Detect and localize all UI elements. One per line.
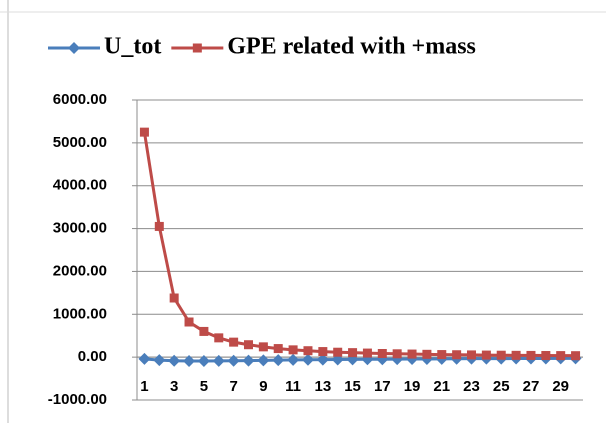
marker xyxy=(138,352,151,365)
marker xyxy=(437,350,447,360)
x-tick-label: 21 xyxy=(433,378,450,395)
marker xyxy=(496,350,506,360)
x-tick-label: 1 xyxy=(140,378,148,395)
y-tick-label: 4000.00 xyxy=(53,177,107,194)
marker xyxy=(68,42,80,54)
x-tick-label: 7 xyxy=(229,378,237,395)
x-tick-label: 27 xyxy=(523,378,540,395)
x-tick-label: 19 xyxy=(404,378,421,395)
marker xyxy=(318,347,328,357)
marker xyxy=(541,351,551,361)
marker xyxy=(422,349,432,359)
marker xyxy=(287,353,300,366)
x-tick-label: 5 xyxy=(200,378,208,395)
x-tick-label: 11 xyxy=(285,378,301,395)
marker xyxy=(288,345,298,355)
x-tick-label: 3 xyxy=(170,378,178,395)
x-tick-label: 25 xyxy=(493,378,510,395)
marker xyxy=(242,354,255,367)
marker xyxy=(377,349,387,358)
marker xyxy=(257,354,270,367)
marker xyxy=(192,43,202,53)
marker xyxy=(212,354,225,367)
marker xyxy=(229,337,239,347)
marker xyxy=(511,350,521,360)
y-tick-label: 5000.00 xyxy=(53,134,107,151)
marker xyxy=(169,293,179,303)
x-tick-label: 17 xyxy=(374,378,391,395)
x-tick-label: 13 xyxy=(314,378,331,395)
marker xyxy=(244,340,253,350)
marker xyxy=(273,344,283,354)
marker xyxy=(467,350,476,360)
marker xyxy=(258,342,268,352)
marker xyxy=(227,354,240,367)
x-tick-label: 29 xyxy=(552,378,569,395)
marker xyxy=(154,221,164,231)
marker xyxy=(316,353,329,366)
x-tick-label: 15 xyxy=(344,378,361,395)
marker xyxy=(197,355,210,367)
marker xyxy=(214,333,224,343)
marker xyxy=(272,354,285,367)
y-tick-label: 3000.00 xyxy=(53,220,107,237)
marker xyxy=(571,351,581,361)
marker xyxy=(526,350,536,360)
legend-label: U_tot xyxy=(104,34,161,60)
marker xyxy=(153,354,166,367)
y-tick-label: 1000.00 xyxy=(53,305,107,322)
marker xyxy=(481,350,491,360)
y-tick-label: 0.00 xyxy=(78,348,107,365)
marker xyxy=(199,326,209,336)
x-tick-label: 9 xyxy=(259,378,267,395)
marker xyxy=(303,346,313,356)
x-tick-label: 23 xyxy=(463,378,480,395)
marker xyxy=(301,353,314,366)
marker xyxy=(139,127,149,137)
marker xyxy=(184,317,194,327)
y-tick-label: -1000.00 xyxy=(48,391,107,408)
marker xyxy=(168,354,181,367)
marker xyxy=(333,347,343,357)
marker xyxy=(407,349,417,359)
y-tick-label: 6000.00 xyxy=(53,91,107,108)
marker xyxy=(183,355,196,367)
marker xyxy=(452,350,462,360)
y-tick-label: 2000.00 xyxy=(53,262,107,279)
marker xyxy=(348,348,358,358)
marker xyxy=(392,349,402,359)
marker xyxy=(556,351,566,361)
legend-label: GPE related with +mass xyxy=(227,34,476,60)
marker xyxy=(362,348,372,358)
